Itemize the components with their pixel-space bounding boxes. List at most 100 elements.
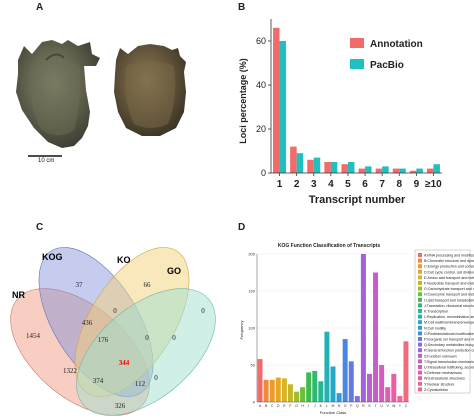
kog-x-axis-title: Function Class (320, 410, 346, 415)
legend: Annotation PacBio (350, 38, 423, 71)
venn-label-kog: KOG (42, 252, 63, 262)
bar-pacbio (433, 164, 440, 173)
bar-pacbio (330, 162, 338, 173)
kog-y-tick-label: 200 (248, 252, 255, 257)
kog-y-tick-label: 50 (251, 363, 256, 368)
kog-legend-label: D:Cell cycle control, cell division (424, 270, 474, 274)
venn-region: 374 (93, 377, 104, 385)
kog-x-tick-label: J (314, 404, 316, 408)
bar-annotation (307, 159, 314, 173)
bar-pacbio (279, 41, 287, 173)
kog-bar (294, 391, 300, 402)
x-tick-label: 2 (294, 179, 300, 190)
kog-legend-swatch (418, 370, 422, 375)
kog-bar (366, 373, 372, 402)
kog-x-tick-label: F (289, 404, 291, 408)
x-tick-label: 3 (311, 179, 317, 190)
kog-x-tick-label: T (374, 404, 377, 408)
kog-bar (300, 387, 306, 402)
kog-bar (373, 272, 379, 402)
panel-c-label: C (36, 222, 44, 233)
venn-label-nr: NR (12, 290, 25, 300)
kog-bar (287, 384, 293, 402)
bar-annotation (375, 168, 383, 173)
kog-legend-label: Z:Cytoskeleton (424, 388, 448, 392)
venn-label-go: GO (167, 266, 181, 276)
legend-swatch (350, 59, 364, 69)
x-tick-label: 4 (328, 179, 334, 190)
bar-annotation (324, 162, 331, 173)
kog-x-tick-label: W (392, 404, 396, 408)
kog-y-axis-title: Frequency (239, 321, 244, 340)
venn-region: 176 (98, 336, 109, 344)
kog-x-tick-label: O (344, 404, 347, 408)
kog-x-tick-label: V (387, 404, 390, 408)
legend-label: PacBio (370, 60, 404, 71)
y-tick-label: 20 (256, 124, 266, 134)
kog-x-tick-label: Z (405, 404, 408, 408)
venn-region: 1454 (26, 332, 41, 340)
kog-bar (275, 377, 281, 402)
venn-region: 1322 (63, 367, 78, 375)
kog-legend-label: F:Nucleotide transport and metabolism (424, 282, 474, 286)
kog-legend-swatch (418, 292, 422, 297)
kog-legend-label: W:Extracellular structures (424, 377, 465, 381)
kog-legend-label: C:Energy production and conversion (424, 265, 474, 269)
x-tick-label: ≥10 (425, 179, 442, 190)
bar-pacbio (347, 162, 355, 173)
kog-legend-swatch (418, 314, 422, 319)
kog-x-tick-label: R (362, 404, 365, 408)
kog-legend-label: U:Intracellular trafficking, secretion (424, 366, 474, 370)
kog-legend-swatch (418, 348, 422, 353)
panel-d-label: D (238, 222, 246, 233)
kog-legend-label: E:Amino acid transport and metabolism (424, 276, 474, 280)
kog-x-tick-label: E (283, 404, 286, 408)
kog-y-tick-label: 150 (248, 289, 255, 294)
x-axis-title: Transcript number (309, 194, 406, 206)
kog-legend-label: Q:Secondary metabolites biosynthesis (424, 343, 474, 347)
x-tick-label: 7 (379, 179, 385, 190)
kog-legend-swatch (418, 258, 422, 263)
kog-legend-label: G:Carbohydrate transport and metabolism (424, 287, 474, 291)
y-tick-label: 0 (261, 168, 266, 178)
venn-region: 0 (154, 374, 158, 382)
kog-legend-swatch (418, 325, 422, 330)
kog-legend-swatch (418, 376, 422, 381)
kog-bar (397, 396, 403, 402)
kog-bar (336, 393, 342, 402)
venn-region: 0 (172, 334, 176, 342)
kog-legend-swatch (418, 337, 422, 341)
kog-legend-label: P:Inorganic ion transport and metabolism (424, 338, 474, 342)
bar-pacbio (365, 166, 372, 173)
bar-annotation (409, 170, 417, 173)
kog-legend-label: H:Coenzyme transport and metabolism (424, 293, 474, 297)
kog-legend-label: J:Translation, ribosomal structure (424, 304, 474, 308)
kog-legend-swatch (418, 331, 422, 336)
large-turtle-photo (16, 40, 100, 148)
kog-legend-swatch (418, 365, 422, 369)
y-tick-label: 60 (256, 36, 266, 46)
kog-legend-swatch (418, 303, 422, 308)
kog-legend-box (414, 249, 471, 394)
kog-y-tick-label: 100 (248, 326, 255, 331)
kog-legend-swatch (418, 353, 422, 358)
kog-legend-label: R:General function prediction only (424, 349, 474, 353)
kog-x-tick-label: C (271, 404, 274, 408)
kog-bar (342, 339, 348, 402)
panel-a-photos (16, 40, 186, 157)
kog-x-tick-label: Y (399, 404, 402, 408)
kog-y-tick-label: 0 (253, 400, 256, 405)
kog-legend-label: N:Cell motility (424, 326, 446, 330)
kog-legend-swatch (418, 297, 422, 302)
bar-pacbio (416, 168, 423, 173)
kog-legend-swatch (418, 320, 422, 325)
kog-bar (348, 361, 354, 402)
bar-pacbio (399, 168, 406, 173)
kog-bar (385, 387, 391, 402)
small-turtle-photo (114, 44, 186, 136)
kog-x-tick-label: H (301, 404, 304, 408)
venn-region-highlight: 344 (119, 359, 130, 367)
kog-legend-swatch (418, 381, 422, 386)
venn-diagram: NR KOG KO GO 37 66 0 1454 436 0 0 176 0 … (10, 247, 216, 416)
